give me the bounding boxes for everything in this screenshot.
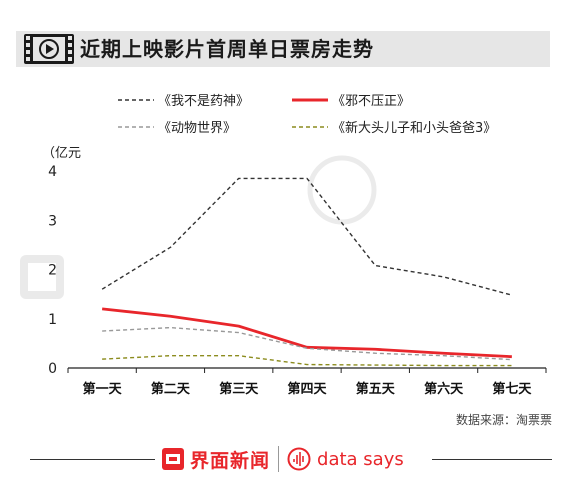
y-axis-unit-label: （亿元	[42, 146, 81, 161]
footer-rule-right	[432, 459, 552, 460]
series-line-1	[101, 177, 513, 296]
y-tick-label: 0	[48, 361, 57, 377]
brand-jiemian-text: 界面新闻	[190, 449, 271, 472]
legend: 《我不是药神》 《邪不压正》《动物世界》 《新大头儿子和小头爸爸3》	[118, 94, 496, 136]
series-line-4	[102, 354, 512, 367]
y-tick-label: 1	[48, 312, 57, 328]
footer-separator	[278, 446, 280, 472]
x-tick-label: 第一天	[83, 381, 123, 397]
legend-label: 《动物世界》	[158, 121, 236, 136]
title-bar: 近期上映影片首周单日票房走势	[16, 31, 550, 67]
footer-brand: 界面新闻 data says	[162, 444, 404, 474]
x-tick-label: 第二天	[151, 381, 191, 397]
jiemian-logo-icon	[162, 448, 184, 470]
page-title: 近期上映影片首周单日票房走势	[80, 37, 374, 61]
x-tick-label: 第五天	[356, 381, 396, 397]
x-tick-label: 第七天	[492, 381, 532, 397]
series-lines	[101, 177, 513, 367]
legend-label: 《新大头儿子和小头爸爸3》	[332, 120, 496, 136]
datasays-logo-icon	[287, 447, 311, 471]
x-axis-ticks: 第一天 第二天 第三天 第四天 第五天 第六天 第七天	[67, 368, 547, 397]
source-label: 数据来源：淘票票	[456, 412, 552, 427]
legend-label: 《邪不压正》	[332, 94, 410, 109]
footer-rule-left	[30, 459, 155, 460]
legend-label: 《我不是药神》	[158, 94, 249, 109]
x-tick-label: 第四天	[287, 381, 327, 397]
y-tick-label: 2	[48, 263, 57, 279]
y-tick-label: 4	[48, 164, 57, 180]
series-line-2	[101, 307, 512, 359]
film-strip-icon	[24, 34, 74, 64]
y-tick-label: 3	[48, 213, 57, 229]
brand-datasays-text: data says	[317, 448, 404, 470]
y-axis-ticks: 0 1 2 3 4	[48, 164, 57, 377]
x-tick-label: 第六天	[424, 381, 464, 397]
x-tick-label: 第三天	[219, 381, 259, 397]
series-line-3	[102, 326, 512, 361]
